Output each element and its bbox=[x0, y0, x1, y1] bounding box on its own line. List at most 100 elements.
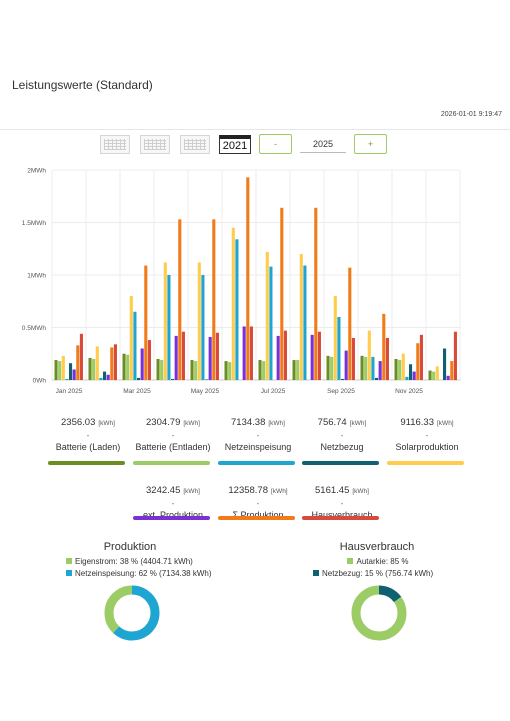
previous-year-button[interactable]: - bbox=[259, 134, 292, 154]
bar-batterie-entladen bbox=[262, 361, 266, 380]
hausverbrauch-title: Hausverbrauch bbox=[339, 541, 415, 553]
bar-solarproduktion bbox=[367, 330, 371, 380]
bar-solarproduktion bbox=[299, 254, 303, 380]
y-tick-label: 2MWh bbox=[27, 168, 46, 175]
stat-value: 7134.38 bbox=[231, 417, 266, 428]
bar-produktion bbox=[450, 361, 454, 380]
stat-unit: [kWh] bbox=[268, 420, 285, 427]
stat-color-line bbox=[133, 516, 210, 520]
stat-ext-produktion: 3242.45 [kWh] - ext. Produktion bbox=[133, 480, 213, 522]
bar-solarproduktion bbox=[333, 296, 337, 380]
produktion-donut bbox=[104, 585, 160, 641]
bar-netzbezug bbox=[443, 348, 447, 380]
bar-hausverbrauch bbox=[181, 331, 185, 380]
stat-netzbezug: 756.74 [kWh] - Netzbezug bbox=[302, 412, 382, 465]
legend-label: Autarkie: 85 % bbox=[356, 556, 409, 566]
bar-produktion bbox=[348, 267, 352, 380]
legend-item-autarkie[interactable]: Autarkie: 85 % bbox=[313, 555, 443, 567]
bar-solarproduktion bbox=[435, 366, 439, 380]
legend-item-netzeinspeisung[interactable]: Netzeinspeisung: 62 % (7134.38 kWh) bbox=[66, 567, 212, 579]
bar-netzeinspeisung bbox=[65, 378, 69, 380]
stat-separator: - bbox=[340, 431, 344, 440]
stat-separator: - bbox=[86, 431, 90, 440]
day-view-button[interactable] bbox=[100, 135, 130, 154]
y-tick-label: 1MWh bbox=[27, 273, 46, 280]
year-input[interactable] bbox=[300, 135, 346, 153]
year-view-button[interactable]: 2021 bbox=[219, 135, 251, 154]
bar-hausverbrauch bbox=[113, 344, 117, 380]
stat-label: Solarproduktion bbox=[395, 442, 459, 452]
bar-netzbezug bbox=[205, 379, 209, 380]
stat-value: 5161.45 bbox=[315, 485, 350, 496]
stat-separator: - bbox=[425, 431, 429, 440]
donut-slice-autarkie[interactable] bbox=[351, 585, 407, 641]
bar-netzbezug bbox=[341, 378, 345, 380]
week-view-button[interactable] bbox=[140, 135, 170, 154]
stat-value: 2356.03 bbox=[61, 417, 96, 428]
bar-netzeinspeisung bbox=[99, 377, 103, 380]
bar-batterie-entladen bbox=[160, 360, 164, 380]
stat-color-line bbox=[302, 461, 379, 465]
bar-ext-produktion bbox=[174, 335, 178, 380]
legend-swatch bbox=[66, 570, 72, 576]
produktion-title: Produktion bbox=[103, 541, 157, 553]
bar-netzeinspeisung bbox=[371, 356, 375, 380]
stat-label: Batterie (Laden) bbox=[55, 442, 121, 452]
bar-solarproduktion bbox=[231, 227, 235, 380]
bar-solarproduktion bbox=[129, 296, 133, 380]
bar-ext-produktion bbox=[242, 326, 246, 380]
legend-item-netzbezug[interactable]: Netzbezug: 15 % (756.74 kWh) bbox=[313, 567, 443, 579]
bar-netzeinspeisung bbox=[201, 275, 205, 380]
bar-batterie-laden bbox=[292, 360, 296, 380]
stat-separator: - bbox=[340, 499, 344, 508]
bar-hausverbrauch bbox=[215, 332, 219, 380]
bar-ext-produktion bbox=[378, 361, 382, 380]
bar-batterie-laden bbox=[54, 360, 58, 380]
stat-hausverbrauch: 5161.45 [kWh] - Hausverbrauch bbox=[302, 480, 382, 522]
stat-label: Netzbezug bbox=[320, 442, 364, 452]
bar-produktion bbox=[110, 347, 114, 380]
bar-produktion bbox=[212, 219, 216, 380]
legend-swatch bbox=[347, 558, 354, 564]
stat-value: 12358.78 bbox=[228, 485, 268, 496]
stat-unit: [kWh] bbox=[352, 488, 369, 495]
bar-ext-produktion bbox=[344, 350, 348, 380]
bar-netzbezug bbox=[137, 377, 141, 380]
bar-netzbezug bbox=[103, 371, 107, 380]
bar-solarproduktion bbox=[95, 346, 99, 380]
stat-value: 756.74 bbox=[317, 417, 347, 428]
bar-produktion bbox=[246, 177, 250, 380]
y-tick-label: 1.5MWh bbox=[22, 220, 47, 227]
stat-unit: [kWh] bbox=[437, 420, 454, 427]
page-title: Leistungswerte (Standard) bbox=[12, 78, 153, 92]
stat-batterie-laden: 2356.03 [kWh] - Batterie (Laden) bbox=[48, 412, 128, 465]
stat-color-line bbox=[302, 516, 379, 520]
bar-batterie-laden bbox=[360, 355, 364, 380]
stat-unit: [kWh] bbox=[349, 420, 367, 427]
bar-ext-produktion bbox=[106, 374, 110, 380]
stat-separator: - bbox=[171, 499, 175, 508]
stat-value: 9116.33 bbox=[400, 417, 434, 428]
bar-hausverbrauch bbox=[79, 333, 83, 380]
legend-item-eigenstrom[interactable]: Eigenstrom: 38 % (4404.71 kWh) bbox=[66, 555, 212, 567]
calendar-icon bbox=[144, 139, 166, 150]
bar-netzeinspeisung bbox=[133, 311, 137, 380]
legend-swatch bbox=[66, 558, 72, 564]
bar-solarproduktion bbox=[61, 355, 65, 380]
stat-separator: - bbox=[171, 431, 175, 440]
donut-slice-eigenstrom[interactable] bbox=[104, 585, 160, 641]
bar-hausverbrauch bbox=[419, 334, 423, 380]
bar-netzeinspeisung bbox=[303, 265, 307, 380]
next-year-button[interactable]: + bbox=[354, 134, 387, 154]
bar-batterie-entladen bbox=[194, 361, 198, 380]
stat-color-line bbox=[387, 461, 464, 465]
y-tick-label: 0.5MWh bbox=[22, 325, 47, 332]
bar-batterie-laden bbox=[122, 353, 126, 380]
bar-batterie-laden bbox=[156, 359, 160, 380]
bar-batterie-laden bbox=[326, 355, 330, 380]
bar-netzeinspeisung bbox=[167, 275, 171, 380]
stat-unit: [kWh] bbox=[183, 488, 200, 495]
bar-batterie-entladen bbox=[92, 359, 96, 380]
month-view-button[interactable] bbox=[180, 135, 210, 154]
x-tick-label: Jan 2025 bbox=[56, 388, 83, 395]
